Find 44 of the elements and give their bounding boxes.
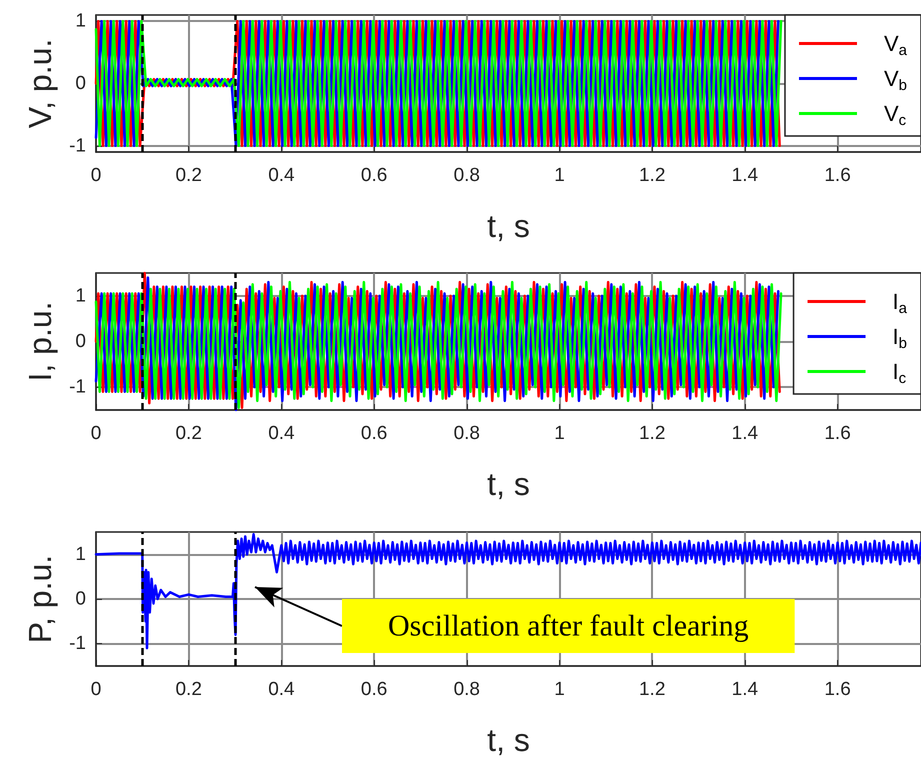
y-tick-label: -1 [69, 633, 86, 654]
x-axis-title: t, s [487, 722, 530, 758]
x-tick-label: 1.6 [824, 423, 851, 444]
x-tick-label: 0.6 [360, 423, 388, 444]
x-tick-label: 1.2 [638, 679, 666, 700]
y-axis-title: I, p.u. [22, 301, 58, 382]
x-tick-label: 1.2 [638, 423, 666, 444]
x-tick-label: 0.2 [175, 165, 202, 186]
x-tick-label: 0.6 [360, 165, 388, 186]
x-tick-label: 1 [554, 423, 565, 444]
x-tick-label: 1 [554, 679, 565, 700]
x-tick-label: 0.8 [454, 423, 480, 444]
line-series [94, 532, 921, 650]
x-tick-label: 1.4 [732, 165, 759, 186]
x-tick-label: 1.2 [638, 165, 666, 186]
y-tick-label: 0 [75, 331, 86, 352]
x-tick-label: 0 [90, 165, 102, 186]
y-tick-label: 1 [75, 10, 86, 32]
y-tick-label: 1 [75, 285, 86, 306]
x-tick-label: 0 [90, 423, 102, 444]
y-tick-label: 1 [75, 544, 86, 565]
x-axis-title: t, s [487, 466, 530, 502]
x-tick-label: 0.4 [268, 423, 296, 444]
x-tick-label: 0.8 [454, 165, 480, 186]
y-tick-label: 0 [75, 73, 86, 94]
x-tick-label: 1.4 [732, 423, 759, 444]
x-tick-label: 0.2 [175, 423, 202, 444]
x-tick-label: 0.2 [175, 679, 202, 700]
x-tick-label: 0.4 [268, 165, 296, 186]
y-tick-label: 0 [75, 588, 86, 610]
y-tick-label: -1 [69, 135, 86, 156]
x-tick-label: 0 [90, 679, 102, 700]
x-tick-label: 1.4 [732, 679, 759, 700]
y-axis-title: P, p.u. [22, 554, 58, 644]
annotation: Oscillation after fault clearing [388, 610, 749, 642]
x-tick-label: 0.6 [360, 679, 388, 700]
x-tick-label: 1.6 [824, 679, 851, 700]
x-tick-label: 1 [554, 165, 565, 186]
x-axis-title: t, s [487, 208, 530, 244]
x-tick-label: 0.4 [268, 679, 296, 700]
x-tick-label: 1.6 [824, 165, 851, 186]
y-tick-label: -1 [69, 376, 86, 398]
y-axis-title: V, p.u. [22, 38, 58, 128]
x-tick-label: 0.8 [454, 679, 480, 700]
